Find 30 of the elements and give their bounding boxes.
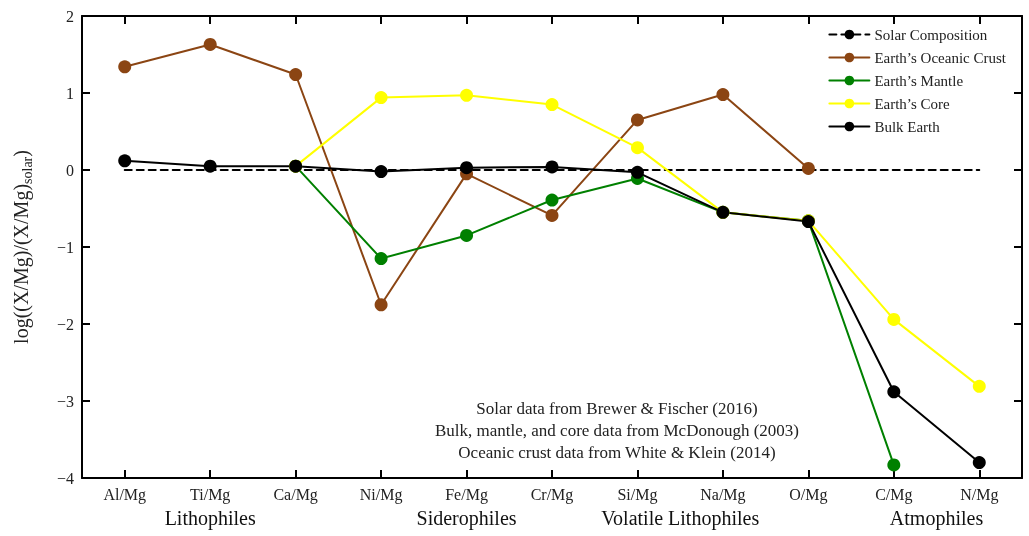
y-tick-label: 2 bbox=[66, 7, 74, 25]
annotation: Oceanic crust data from White & Klein (2014) bbox=[458, 443, 776, 462]
legend-label: Earth’s Mantle bbox=[874, 72, 964, 89]
y-tick-label: 1 bbox=[66, 84, 74, 102]
y-tick-label: −3 bbox=[56, 392, 74, 410]
x-tick-label: Ca/Mg bbox=[273, 485, 318, 504]
legend-label: Earth’s Oceanic Crust bbox=[874, 49, 1007, 66]
x-tick-label: O/Mg bbox=[789, 485, 828, 504]
legend-label: Earth’s Core bbox=[874, 95, 951, 112]
text: Siderophiles bbox=[416, 507, 517, 530]
annotation: Bulk, mantle, and core data from McDonough (2003) bbox=[435, 421, 799, 440]
text: Lithophiles bbox=[164, 507, 256, 530]
x-tick-label: Ni/Mg bbox=[359, 485, 403, 504]
y-tick-label: −1 bbox=[56, 238, 74, 256]
x-tick-label: Al/Mg bbox=[103, 485, 147, 504]
x-tick-label: Ti/Mg bbox=[190, 485, 231, 504]
x-tick-label: Si/Mg bbox=[617, 485, 658, 504]
text: Volatile Lithophiles bbox=[601, 507, 760, 530]
text: Atmophiles bbox=[889, 507, 984, 530]
annotation: Solar data from Brewer & Fischer (2016) bbox=[476, 399, 758, 418]
legend-label: Solar Composition bbox=[874, 26, 988, 43]
x-tick-label: Na/Mg bbox=[700, 485, 746, 504]
y-tick-label: 0 bbox=[66, 161, 74, 179]
x-tick-label: N/Mg bbox=[960, 485, 999, 504]
y-tick-label: −4 bbox=[56, 469, 74, 487]
x-tick-label: Fe/Mg bbox=[445, 485, 488, 504]
x-tick-label: Cr/Mg bbox=[530, 485, 574, 504]
legend-label: Bulk Earth bbox=[874, 118, 941, 135]
y-tick-label: −2 bbox=[56, 315, 74, 333]
x-tick-label: C/Mg bbox=[875, 485, 913, 504]
